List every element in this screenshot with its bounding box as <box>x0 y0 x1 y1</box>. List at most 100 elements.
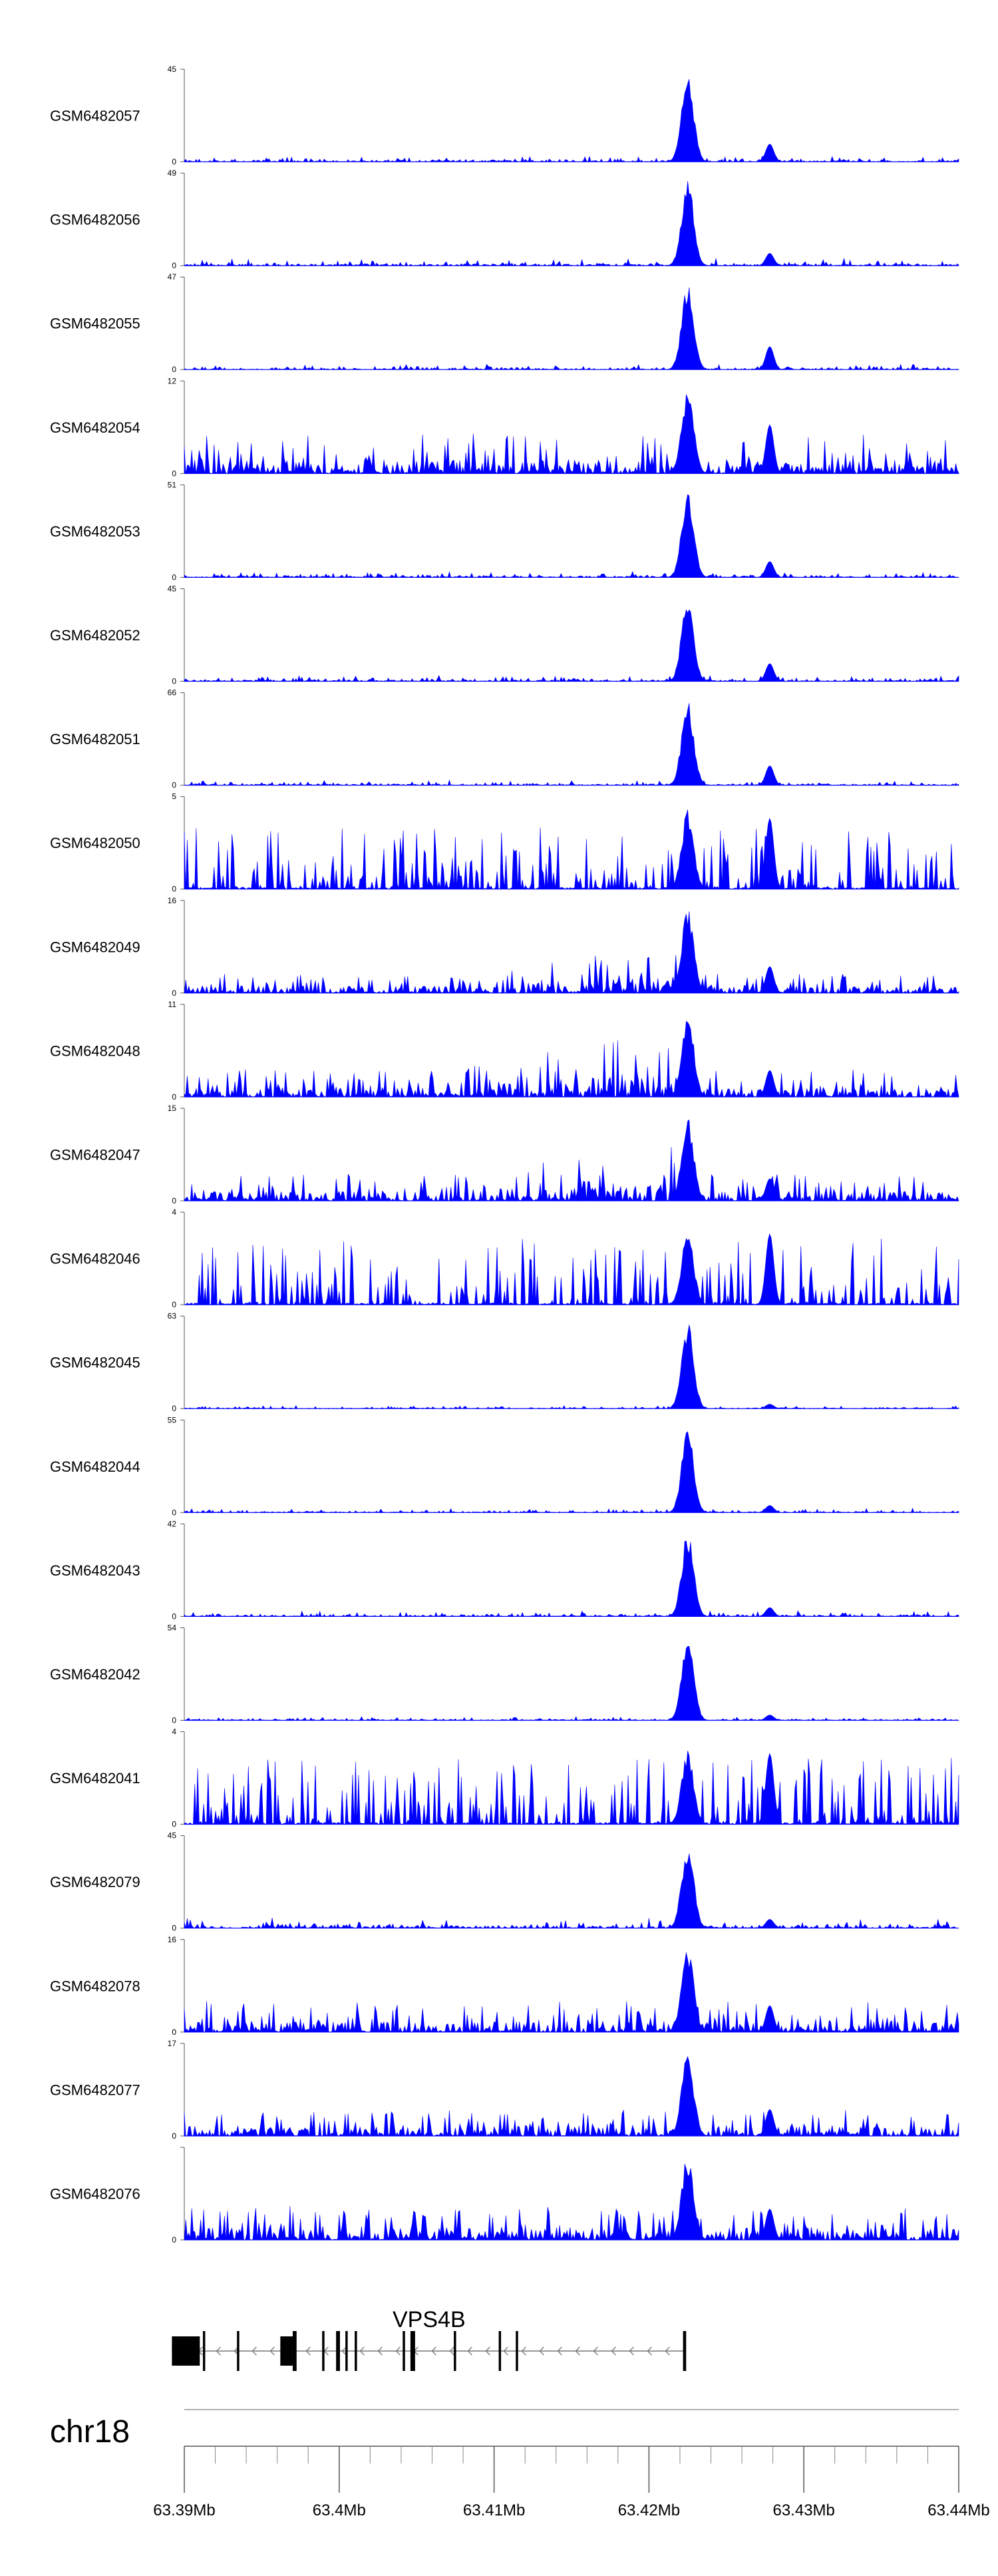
y-zero-label: 0 <box>172 2028 176 2037</box>
coverage-area <box>184 1645 959 1721</box>
axis-tick-label: 63.43Mb <box>772 2501 834 2519</box>
y-max-label: 42 <box>168 1519 177 1528</box>
y-max-label: 12 <box>168 376 177 385</box>
y-zero-label: 0 <box>172 781 176 790</box>
coverage-area <box>184 394 959 475</box>
strand-arrow <box>521 2346 526 2356</box>
y-max-label: 45 <box>168 1831 177 1840</box>
y-max-label: 55 <box>168 1415 177 1424</box>
coverage-area <box>184 809 959 890</box>
track-label: GSM6482056 <box>50 212 140 228</box>
strand-arrow <box>593 2346 598 2356</box>
gene-exon <box>172 2336 200 2366</box>
track-GSM6482057: GSM6482057 45 0 <box>50 65 959 166</box>
y-max-label: 45 <box>168 65 177 74</box>
coverage-area <box>184 1431 959 1513</box>
track-GSM6482079: GSM6482079 45 0 <box>50 1831 959 1933</box>
coverage-area <box>184 181 959 266</box>
gene-exon <box>498 2331 502 2371</box>
chromosome-label: chr18 <box>50 2414 130 2450</box>
coverage-area <box>184 609 959 682</box>
track-GSM6482045: GSM6482045 63 0 <box>50 1311 959 1413</box>
gene-exon <box>336 2331 340 2371</box>
y-zero-label: 0 <box>172 1404 176 1413</box>
gene-exon <box>454 2331 456 2371</box>
axis-tick-label: 63.42Mb <box>618 2501 680 2519</box>
y-max-label: 17 <box>168 2039 177 2048</box>
y-zero-label: 0 <box>172 1924 176 1933</box>
y-zero-label: 0 <box>172 261 176 270</box>
y-max-label: 47 <box>168 272 177 282</box>
axis-tick-label: 63.39Mb <box>153 2501 215 2519</box>
gene-exon <box>410 2331 415 2371</box>
strand-arrow <box>395 2346 401 2356</box>
track-label: GSM6482046 <box>50 1251 140 1267</box>
strand-arrow <box>467 2346 472 2356</box>
gene-exon <box>202 2331 206 2371</box>
gene-exon <box>292 2331 297 2371</box>
track-GSM6482046: GSM6482046 4 0 <box>50 1207 959 1309</box>
strand-arrow <box>539 2346 544 2356</box>
strand-arrow <box>449 2346 454 2356</box>
track-label: GSM6482041 <box>50 1770 140 1787</box>
y-zero-label: 0 <box>172 1196 176 1205</box>
y-max-label: 11 <box>168 1000 177 1009</box>
y-zero-label: 0 <box>172 988 176 998</box>
coverage-area <box>184 1540 959 1617</box>
track-GSM6482053: GSM6482053 51 0 <box>50 480 959 582</box>
strand-arrow <box>431 2346 436 2356</box>
y-max-label: 5 <box>172 792 176 801</box>
track-label: GSM6482057 <box>50 108 140 124</box>
y-max-label: 15 <box>168 1104 177 1113</box>
track-GSM6482052: GSM6482052 45 0 <box>50 584 959 686</box>
coverage-area <box>184 1853 959 1929</box>
track-GSM6482047: GSM6482047 15 0 <box>50 1104 959 1205</box>
track-GSM6482055: GSM6482055 47 0 <box>50 272 959 374</box>
y-zero-label: 0 <box>172 1820 176 1829</box>
strand-arrow <box>629 2346 634 2356</box>
coverage-area <box>184 1233 959 1305</box>
strand-arrow <box>341 2346 347 2356</box>
coverage-area <box>184 287 959 370</box>
y-zero-label: 0 <box>172 1611 176 1621</box>
coverage-area <box>184 2055 959 2137</box>
y-zero-label: 0 <box>172 1508 176 1517</box>
coverage-area <box>184 1119 959 1202</box>
track-label: GSM6482077 <box>50 2081 140 2098</box>
track-label: GSM6482047 <box>50 1147 140 1164</box>
y-zero-label: 0 <box>172 1092 176 1102</box>
y-zero-label: 0 <box>172 2235 176 2245</box>
coverage-area <box>184 1751 959 1825</box>
strand-arrow <box>503 2346 508 2356</box>
strand-arrow <box>485 2346 490 2356</box>
track-label: GSM6482079 <box>50 1874 140 1890</box>
y-max-label: 49 <box>168 168 177 178</box>
y-zero-label: 0 <box>172 157 176 166</box>
gene-name-label: VPS4B <box>393 2307 466 2332</box>
track-label: GSM6482078 <box>50 1978 140 1994</box>
coverage-area <box>184 1020 959 1098</box>
coverage-area <box>184 494 959 578</box>
track-label: GSM6482051 <box>50 731 140 748</box>
track-GSM6482048: GSM6482048 11 0 <box>50 1000 959 1102</box>
coverage-area <box>184 703 959 786</box>
y-max-label: 45 <box>168 584 177 594</box>
y-zero-label: 0 <box>172 677 176 686</box>
strand-arrow <box>377 2346 383 2356</box>
y-max-label: 16 <box>168 896 177 905</box>
y-zero-label: 0 <box>172 1300 176 1309</box>
gene-exon <box>355 2331 357 2371</box>
track-GSM6482041: GSM6482041 4 0 <box>50 1727 959 1829</box>
y-zero-label: 0 <box>172 885 176 894</box>
strand-arrow <box>557 2346 562 2356</box>
track-label: GSM6482053 <box>50 523 140 540</box>
track-label: GSM6482054 <box>50 419 140 436</box>
track-label: GSM6482048 <box>50 1042 140 1059</box>
axis-tick-label: 63.44Mb <box>927 2501 989 2519</box>
track-GSM6482049: GSM6482049 16 0 <box>50 896 959 998</box>
y-max-label: 51 <box>168 480 177 489</box>
track-GSM6482078: GSM6482078 16 0 <box>50 1935 959 2037</box>
strand-arrow <box>611 2346 616 2356</box>
track-GSM6482043: GSM6482043 42 0 <box>50 1519 959 1621</box>
